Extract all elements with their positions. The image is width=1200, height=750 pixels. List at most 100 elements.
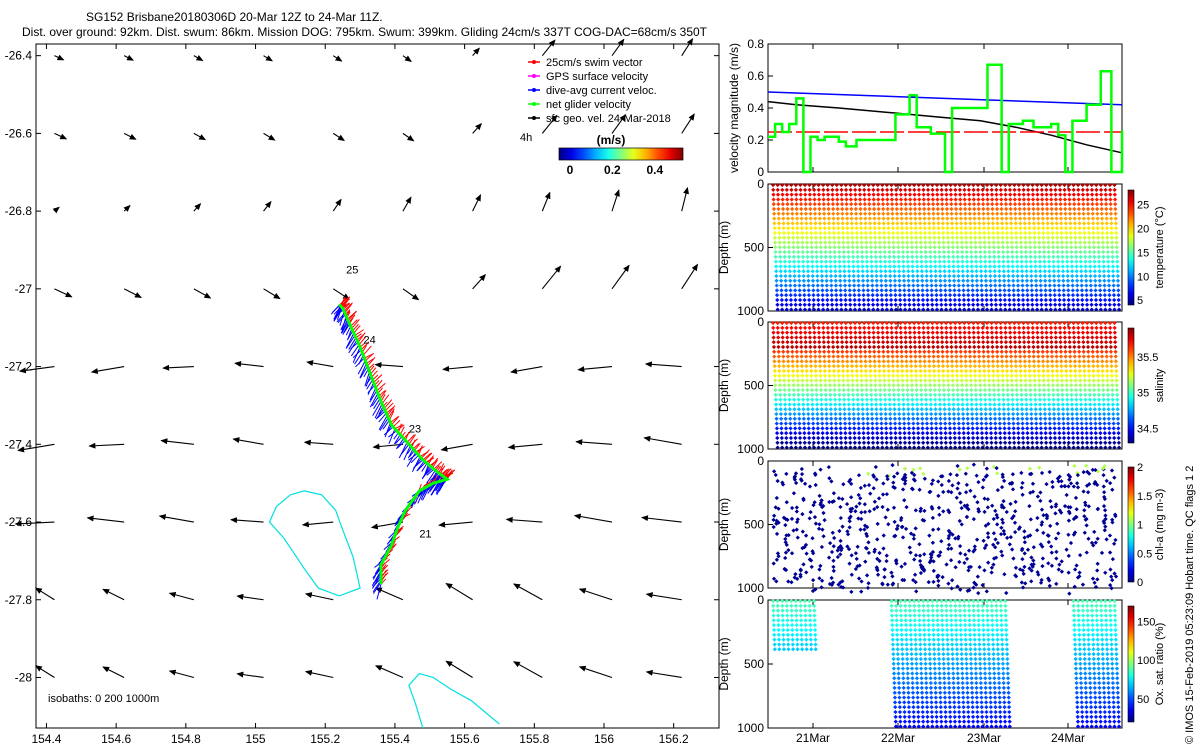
temperature-data-point bbox=[825, 302, 830, 307]
geo-velocity-arrow bbox=[611, 38, 625, 56]
temperature-data-point bbox=[871, 307, 876, 312]
temperature-data-point bbox=[842, 269, 847, 274]
geo-velocity-arrow bbox=[402, 288, 420, 301]
temperature-data-point bbox=[842, 259, 847, 264]
colorbar-tick-label: 0.2 bbox=[604, 163, 621, 177]
dac-vector bbox=[369, 390, 378, 403]
temperature-data-point bbox=[861, 283, 866, 288]
geo-velocity-arrow bbox=[123, 204, 131, 212]
swim-vector bbox=[347, 310, 357, 320]
temperature-data-point bbox=[793, 288, 798, 293]
geo-velocity-arrow bbox=[445, 583, 473, 601]
temperature-data-point bbox=[847, 273, 852, 279]
temperature-data-point bbox=[851, 278, 857, 283]
geo-velocity-arrow bbox=[541, 191, 551, 212]
swim-vector bbox=[418, 445, 423, 456]
temperature-data-point bbox=[857, 302, 862, 307]
dac-vector bbox=[414, 489, 423, 505]
temperature-data-point bbox=[788, 293, 793, 298]
temperature-data-point bbox=[833, 264, 838, 269]
temperature-data-point bbox=[782, 259, 788, 264]
temperature-data-point bbox=[869, 273, 875, 279]
geo-velocity-arrow bbox=[34, 587, 55, 601]
temperature-data-point bbox=[883, 259, 888, 264]
temperature-data-point bbox=[842, 264, 847, 269]
temperature-data-point bbox=[806, 288, 811, 293]
salinity-colorbar-tick-label: 35.5 bbox=[1137, 352, 1158, 364]
dac-vector bbox=[373, 398, 381, 409]
geo-velocity-arrow bbox=[90, 366, 125, 374]
geo-velocity-arrow bbox=[643, 435, 682, 445]
temperature-data-point bbox=[842, 283, 848, 288]
temperature-data-point bbox=[860, 259, 865, 264]
geo-velocity-arrow bbox=[54, 54, 65, 61]
geo-velocity-arrow bbox=[88, 442, 125, 449]
temperature-data-point bbox=[825, 307, 830, 312]
geo-velocity-arrow bbox=[472, 47, 480, 57]
geo-velocity-arrow bbox=[17, 443, 55, 453]
temperature-colorbar-tick-label: 5 bbox=[1137, 295, 1143, 307]
temperature-data-point bbox=[847, 297, 853, 303]
geo-velocity-arrow bbox=[263, 288, 281, 300]
geo-velocity-arrow bbox=[402, 196, 412, 212]
temperature-data-point bbox=[879, 278, 884, 283]
geo-velocity-arrow bbox=[102, 666, 125, 678]
temperature-data-point bbox=[852, 283, 857, 288]
geo-velocity-arrow bbox=[472, 273, 486, 290]
temperature-data-point bbox=[833, 283, 839, 288]
temperature-data-point bbox=[814, 264, 820, 269]
temperature-data-point bbox=[893, 297, 898, 303]
geo-velocity-arrow bbox=[681, 186, 689, 212]
swim-vector bbox=[360, 341, 370, 351]
temperature-data-point bbox=[911, 297, 916, 303]
geo-velocity-arrow bbox=[123, 54, 134, 61]
temperature-data-point bbox=[838, 278, 843, 283]
temperature-data-point bbox=[825, 293, 830, 298]
map-y-tick-label: -27 bbox=[15, 282, 33, 296]
temperature-data-point bbox=[820, 297, 825, 303]
temperature-data-point bbox=[874, 264, 879, 269]
temperature-data-point bbox=[838, 293, 843, 298]
geo-velocity-arrow bbox=[193, 132, 207, 141]
temperature-data-point bbox=[805, 269, 811, 274]
temperature-data-point bbox=[915, 273, 920, 279]
temperature-data-point bbox=[788, 297, 794, 303]
dac-vector bbox=[359, 365, 368, 379]
temperature-data-point bbox=[861, 297, 866, 303]
geo-velocity-arrow bbox=[34, 665, 55, 678]
geo-velocity-arrow bbox=[510, 366, 543, 374]
temperature-data-point bbox=[792, 273, 797, 279]
temperature-data-point bbox=[916, 307, 921, 312]
temperature-data-point bbox=[815, 269, 820, 274]
temperature-data-point bbox=[811, 297, 816, 303]
temperature-data-point bbox=[851, 273, 856, 279]
isobath-line bbox=[268, 490, 361, 597]
temperature-data-point bbox=[788, 288, 793, 293]
geo-velocity-arrow bbox=[472, 194, 482, 212]
temperature-data-point bbox=[852, 293, 857, 298]
dac-vector bbox=[406, 451, 417, 468]
geo-velocity-arrow bbox=[541, 265, 562, 290]
track-day-label: 25 bbox=[346, 264, 358, 276]
geo-velocity-arrow bbox=[123, 132, 137, 140]
swim-vector bbox=[344, 304, 352, 314]
dac-vector bbox=[339, 311, 345, 326]
velocity-y-tick-label: 0.8 bbox=[747, 37, 764, 51]
temperature-data-point bbox=[834, 297, 839, 303]
temperature-data-point bbox=[787, 273, 793, 279]
temperature-data-point bbox=[846, 269, 852, 274]
swim-vector bbox=[442, 468, 452, 477]
temperature-data-point bbox=[912, 307, 917, 312]
temperature-data-point bbox=[870, 297, 875, 303]
geo-velocity-arrow bbox=[472, 122, 482, 134]
temperature-data-point bbox=[787, 264, 792, 269]
temperature-data-point bbox=[815, 283, 820, 288]
temperature-data-point bbox=[810, 269, 815, 274]
geo-velocity-arrow bbox=[304, 592, 334, 601]
temperature-data-point bbox=[829, 297, 834, 303]
temperature-data-point bbox=[829, 293, 834, 298]
temperature-data-point bbox=[902, 288, 907, 293]
temperature-data-point bbox=[792, 283, 798, 288]
temperature-data-point bbox=[815, 273, 820, 279]
